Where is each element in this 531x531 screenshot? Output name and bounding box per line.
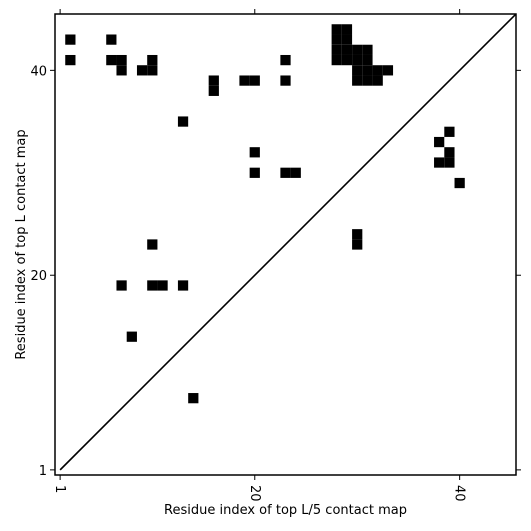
contact-cell-top-l5 [444, 157, 455, 168]
contact-cell-top-l [136, 65, 148, 76]
contact-cell-top-l [147, 239, 158, 250]
contact-cell-top-l5 [434, 157, 445, 168]
contact-cell-top-l [116, 65, 127, 76]
contact-cell-top-l [362, 54, 373, 66]
contact-cell-top-l [147, 54, 158, 66]
contact-cell-top-l [126, 331, 137, 342]
contact-cell-top-l [331, 44, 342, 55]
contact-cell-top-l [341, 44, 353, 55]
contact-cell-top-l [65, 54, 76, 66]
contact-cell-top-l [208, 85, 219, 96]
contact-cell-top-l [239, 75, 250, 86]
contact-cell-top-l [342, 0, 352, 4]
y-tick-label: 20 [30, 269, 47, 284]
contact-cell-top-l5 [444, 126, 455, 137]
contact-cell-top-l [249, 147, 260, 158]
contact-cell-top-l5 [434, 136, 445, 148]
contact-cell-top-l [106, 54, 117, 66]
contact-cell-top-l [188, 393, 199, 404]
contact-cell-top-l [290, 167, 301, 178]
contact-cell-top-l [362, 65, 373, 76]
contact-cell-top-l [362, 75, 373, 86]
contact-cell-top-l5 [352, 239, 363, 250]
contact-cell-top-l [332, 0, 342, 4]
contact-cell-top-l [280, 167, 291, 178]
x-tick-label: 1 [52, 485, 67, 493]
contact-cell-top-l [331, 34, 342, 45]
contact-cell-top-l [331, 54, 342, 66]
x-tick-label: 40 [452, 485, 467, 502]
contact-cell-top-l [177, 116, 189, 127]
contact-cell-top-l [106, 34, 117, 45]
contact-cell-top-l [65, 34, 76, 45]
contact-cell-top-l [352, 65, 363, 76]
contact-cell-top-l [177, 280, 189, 291]
contact-cell-top-l [147, 65, 158, 76]
axis-ticks: 1 20 40 1 20 40 [30, 9, 521, 502]
contact-cell-top-l [341, 34, 353, 45]
contact-cell-top-l [382, 65, 394, 76]
contact-cell-top-l [249, 167, 260, 178]
contact-cell-top-l [147, 280, 158, 291]
contact-cell-top-l [116, 54, 127, 66]
contact-cell-top-l [352, 44, 363, 55]
x-tick-label: 20 [247, 485, 262, 502]
contact-cell-top-l [352, 54, 363, 66]
plot-frame [54, 13, 517, 476]
y-axis-title: Residue index of top L contact map [14, 129, 29, 359]
contact-cells [65, 0, 465, 404]
contact-cell-top-l [341, 24, 353, 35]
y-tick-label: 40 [30, 64, 47, 79]
contact-cell-top-l5 [454, 177, 465, 189]
contact-cell-top-l [280, 75, 291, 86]
x-axis-title: Residue index of top L/5 contact map [164, 503, 407, 518]
contact-cell-top-l [352, 75, 363, 86]
contact-cell-top-l5 [444, 147, 455, 158]
contact-cell-top-l5 [352, 229, 363, 240]
contact-cell-top-l [116, 280, 127, 291]
contact-cell-top-l [157, 280, 168, 291]
contact-cell-top-l [249, 75, 260, 86]
contact-cell-top-l [208, 75, 219, 86]
contact-cell-top-l [341, 54, 353, 66]
contact-cell-top-l [280, 54, 291, 66]
y-tick-label: 1 [39, 464, 47, 479]
contact-cell-top-l [372, 65, 383, 76]
contact-cell-top-l [331, 24, 342, 35]
contact-cell-top-l [362, 44, 373, 55]
diagonal-line [59, 14, 516, 471]
contact-cell-top-l [372, 75, 383, 86]
